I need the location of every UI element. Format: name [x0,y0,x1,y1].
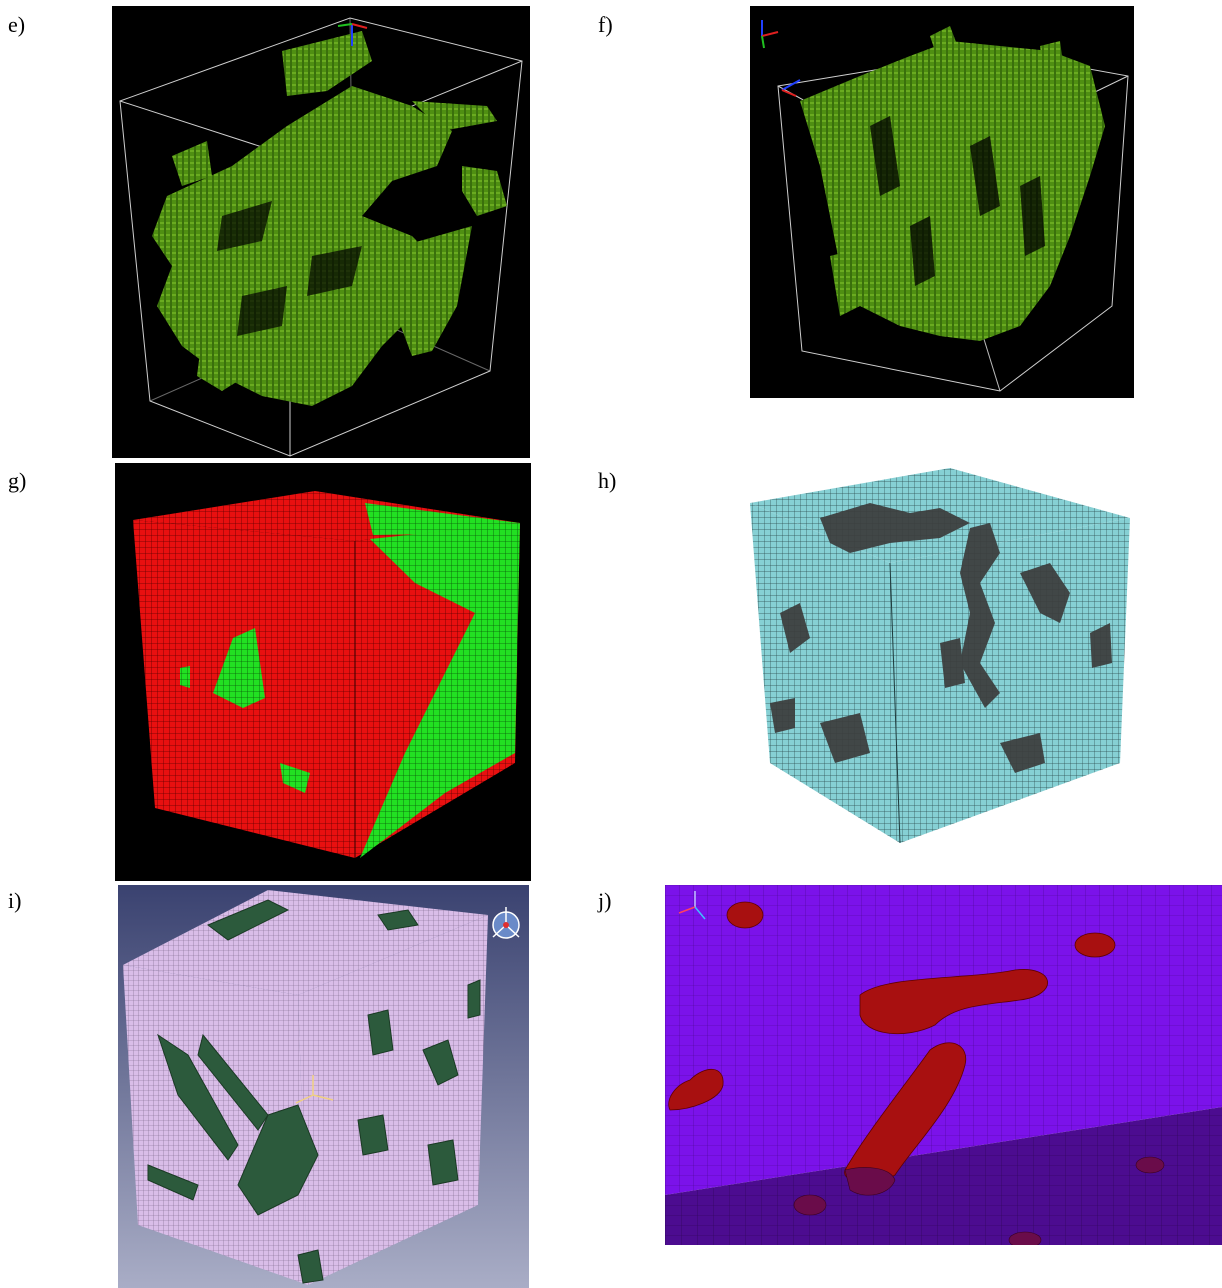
panel-label-f: f) [598,12,613,37]
panel-f-image [750,6,1134,398]
mesh-render-h [740,463,1140,853]
panel-label-i: i) [8,888,22,913]
panel-label-g: g) [8,468,27,493]
panel-label-h: h) [598,468,617,493]
mesh-render-g [115,463,531,881]
voxel-pore-render-f [750,6,1134,398]
panel-j-image [665,885,1222,1245]
panel-g-image [115,463,531,881]
mesh-render-j [665,885,1222,1245]
panel-label-j: j) [598,888,612,913]
voxel-pore-render-e [112,6,530,458]
mesh-render-i [118,885,529,1288]
panel-h-image [740,463,1140,853]
panel-i-image [118,885,529,1288]
panel-e-image [112,6,530,458]
panel-label-e: e) [8,12,26,37]
